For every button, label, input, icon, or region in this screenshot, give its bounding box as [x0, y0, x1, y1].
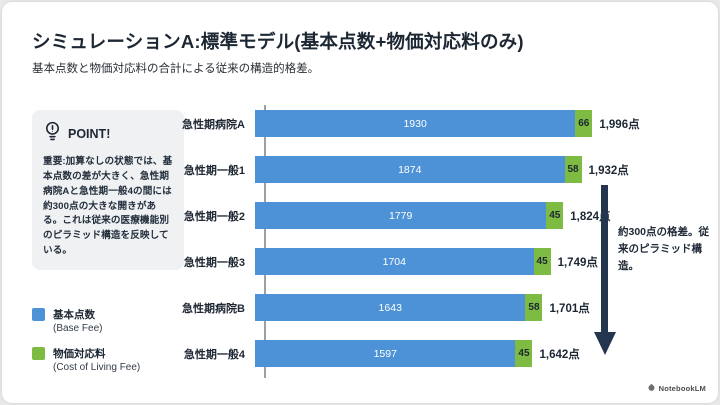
stacked-bar: 1597 45 1,642点 — [255, 340, 580, 367]
legend-sublabel: (Base Fee) — [53, 323, 103, 334]
cost-fee-segment: 58 — [564, 156, 582, 183]
down-arrow-shaft — [601, 185, 608, 333]
cost-fee-segment: 66 — [575, 110, 593, 137]
page-title: シミュレーションA:標準モデル(基本点数+物価対応料のみ) — [32, 31, 524, 52]
bar-row: 急性期一般1 1874 58 1,932点 — [2, 156, 718, 183]
chart-axis — [264, 105, 266, 378]
bar-row: 急性期病院B 1643 58 1,701点 — [2, 294, 718, 321]
point-body-text: 重要:加算なしの状態では、基本点数の差が大きく、急性期病院Aと急性期一般4の間に… — [43, 156, 173, 257]
legend-swatch-green — [32, 347, 45, 360]
chart-legend: 基本点数 (Base Fee) 物価対応料 (Cost of Living Fe… — [32, 307, 140, 385]
category-label: 急性期病院B — [182, 302, 245, 315]
down-arrow-head — [593, 332, 616, 355]
lightbulb-exclamation-icon — [43, 121, 62, 147]
legend-item-cost-fee: 物価対応料 (Cost of Living Fee) — [32, 346, 140, 373]
total-value-label: 1,642点 — [539, 348, 580, 361]
notebooklm-icon — [647, 379, 656, 397]
point-box: POINT! 重要:加算なしの状態では、基本点数の差が大きく、急性期病院Aと急性… — [32, 110, 184, 270]
cost-fee-segment: 45 — [515, 340, 533, 367]
bar-row: 急性期一般4 1597 45 1,642点 — [2, 340, 718, 367]
base-fee-segment: 1643 — [255, 294, 526, 321]
bar-chart: 急性期病院A 1930 66 1,996点 急性期一般1 1874 58 1,9… — [2, 110, 718, 386]
legend-label: 物価対応料 — [53, 348, 106, 360]
gap-annotation: 約300点の格差。従来のピラミッド構造。 — [618, 226, 710, 272]
total-value-label: 1,996点 — [599, 118, 640, 131]
brand-text: NotebookLM — [658, 383, 706, 393]
category-label: 急性期一般1 — [183, 164, 245, 177]
bar-row: 急性期一般2 1779 45 1,824点 — [2, 202, 718, 229]
stacked-bar: 1779 45 1,824点 — [255, 202, 611, 229]
base-fee-segment: 1874 — [255, 156, 565, 183]
total-value-label: 1,701点 — [549, 302, 590, 315]
category-label: 急性期一般4 — [183, 348, 245, 361]
cost-fee-segment: 45 — [533, 248, 551, 275]
notebooklm-brand: NotebookLM — [647, 379, 706, 397]
total-value-label: 1,824点 — [570, 210, 611, 223]
base-fee-segment: 1779 — [255, 202, 547, 229]
bar-row: 急性期病院A 1930 66 1,996点 — [2, 110, 718, 137]
bar-row: 急性期一般3 1704 45 1,749点 — [2, 248, 718, 275]
legend-swatch-blue — [32, 308, 45, 321]
page-subtitle: 基本点数と物価対応料の合計による従来の構造的格差。 — [32, 63, 320, 75]
category-label: 急性期病院A — [182, 118, 245, 131]
legend-item-base-fee: 基本点数 (Base Fee) — [32, 307, 140, 334]
stacked-bar: 1874 58 1,932点 — [255, 156, 629, 183]
cost-fee-segment: 58 — [525, 294, 543, 321]
total-value-label: 1,749点 — [557, 256, 598, 269]
base-fee-segment: 1597 — [255, 340, 516, 367]
total-value-label: 1,932点 — [588, 164, 629, 177]
base-fee-segment: 1704 — [255, 248, 534, 275]
cost-fee-segment: 45 — [546, 202, 564, 229]
legend-label: 基本点数 — [53, 309, 95, 321]
stacked-bar: 1704 45 1,749点 — [255, 248, 598, 275]
legend-sublabel: (Cost of Living Fee) — [53, 362, 141, 373]
stacked-bar: 1930 66 1,996点 — [255, 110, 640, 137]
point-heading: POINT! — [68, 127, 111, 141]
category-label: 急性期一般3 — [183, 256, 245, 269]
stacked-bar: 1643 58 1,701点 — [255, 294, 590, 321]
point-box-header: POINT! — [43, 121, 173, 147]
category-label: 急性期一般2 — [183, 210, 245, 223]
base-fee-segment: 1930 — [255, 110, 576, 137]
